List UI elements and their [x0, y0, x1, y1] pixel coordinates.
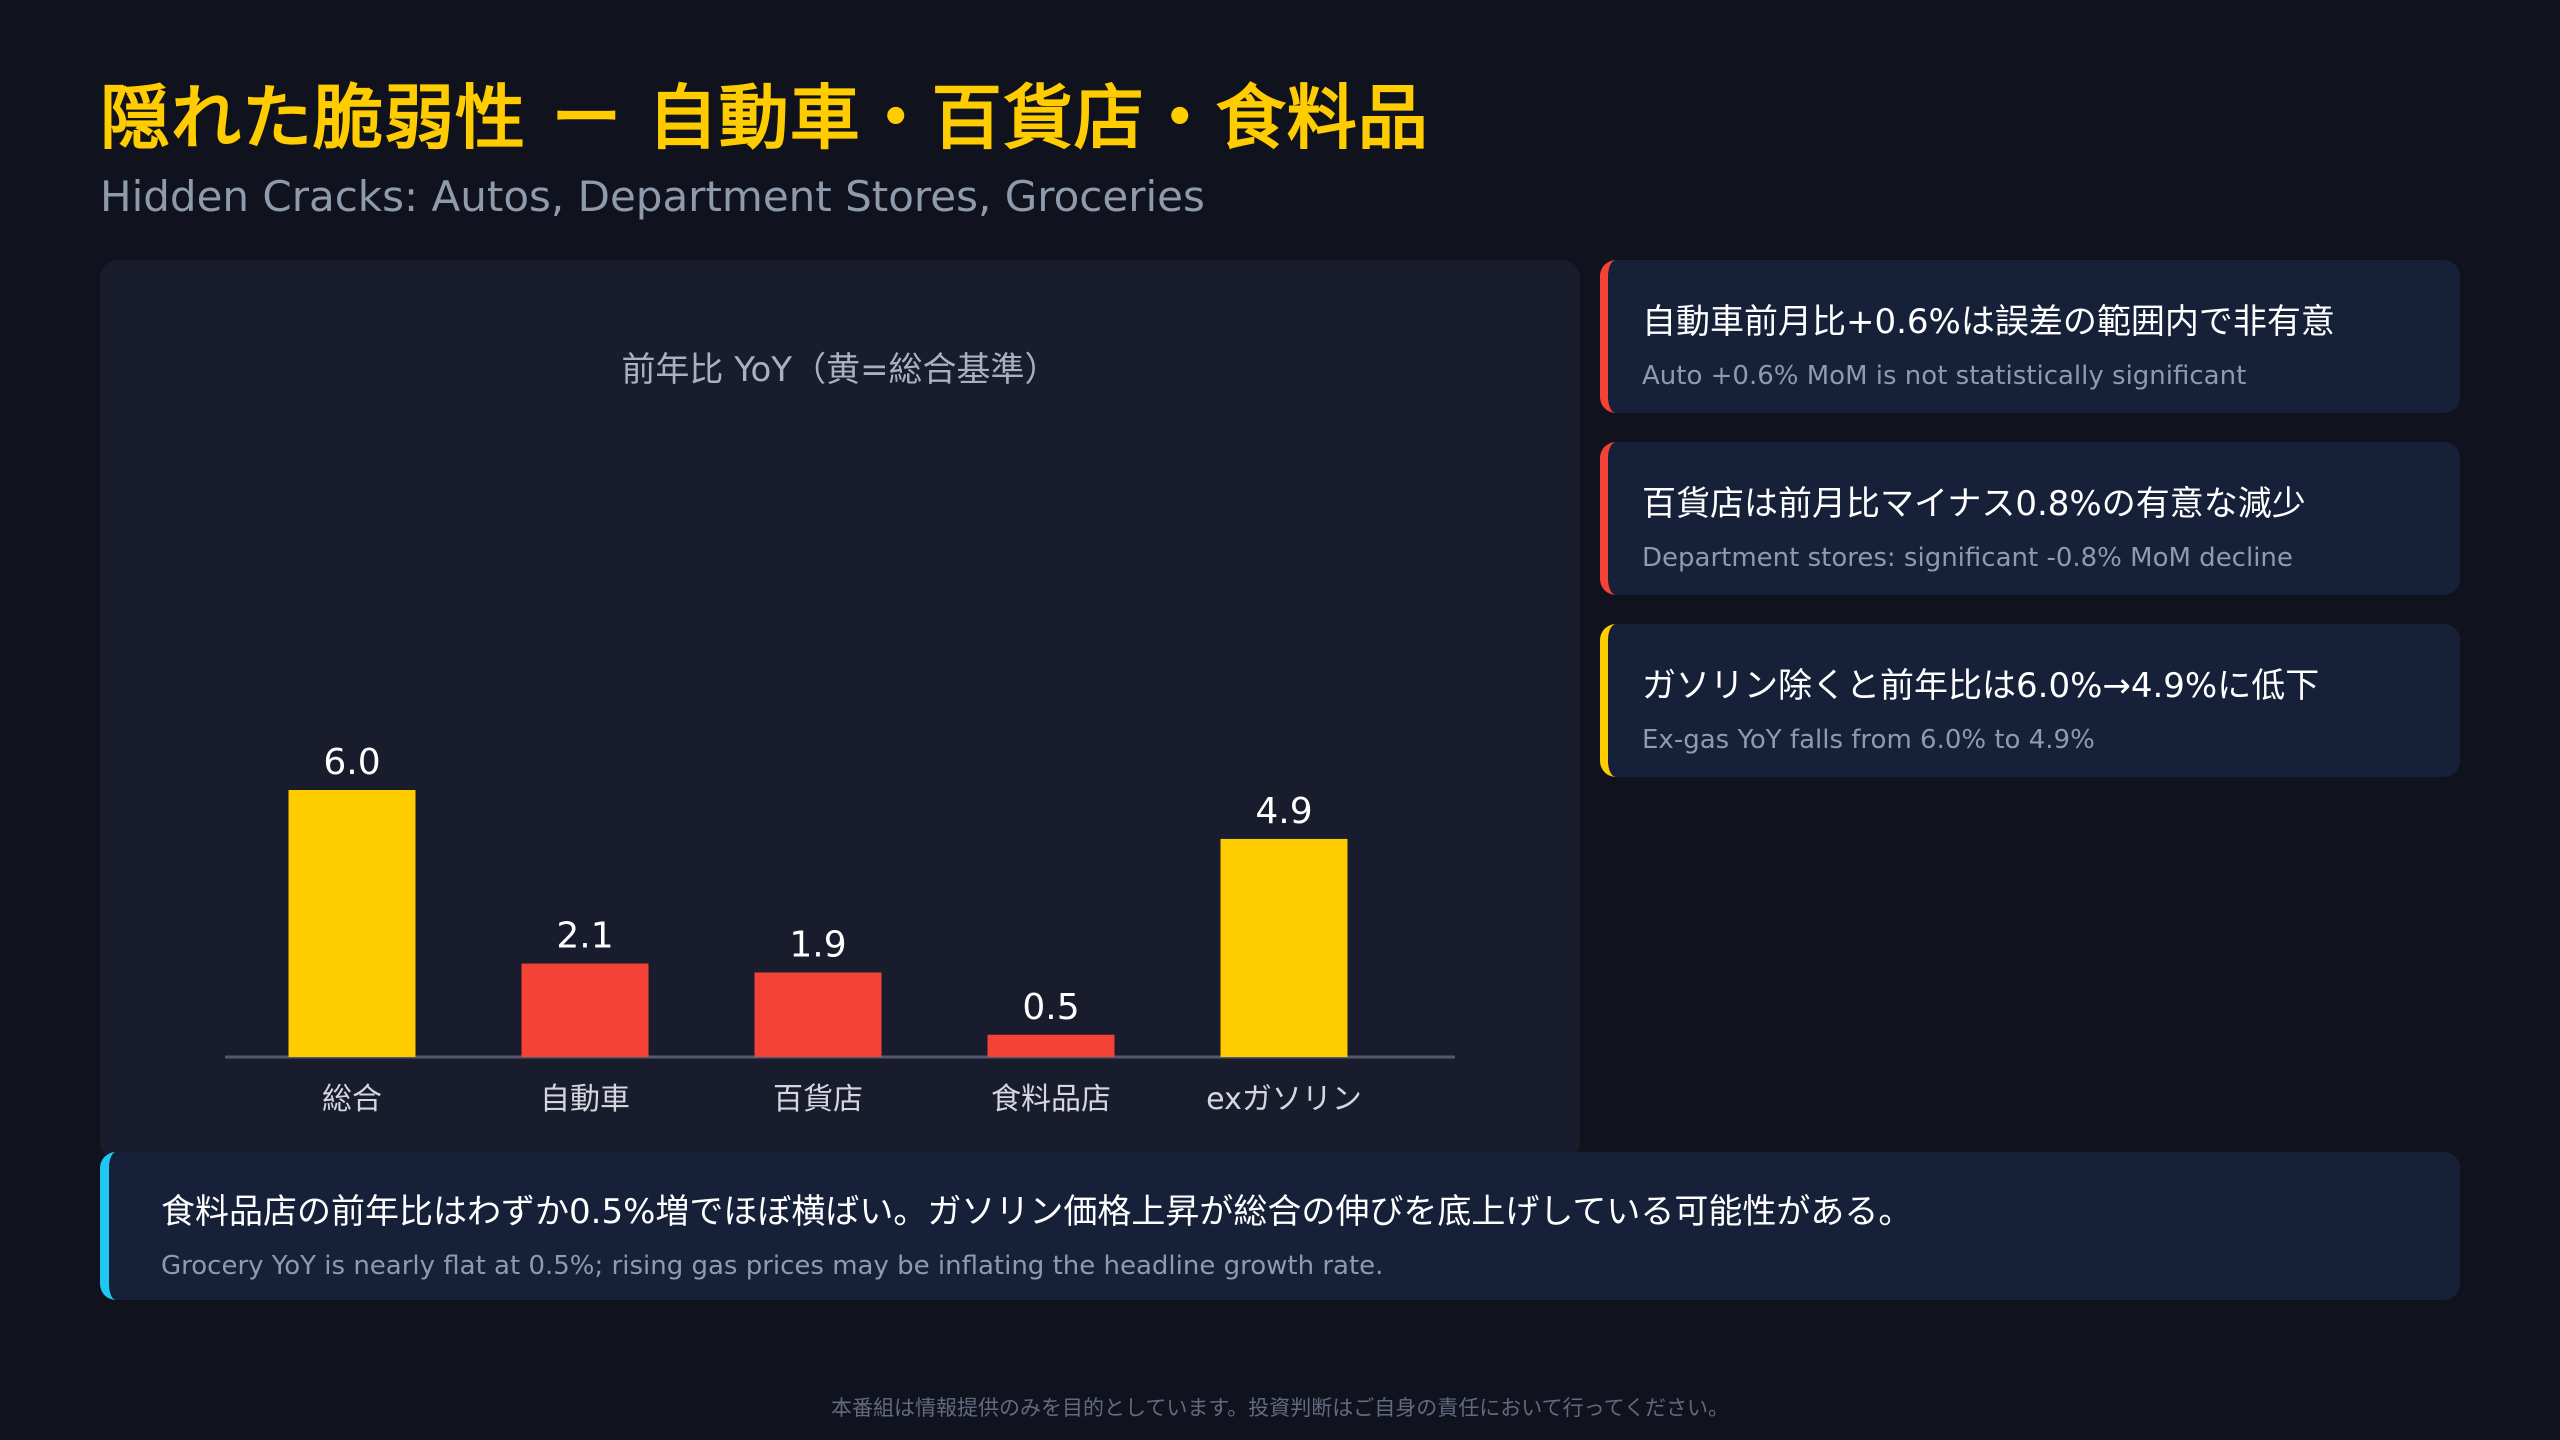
bar-value-label-3: 0.5 — [1022, 987, 1079, 1028]
page-title: 隠れた脆弱性 ー 自動車・百貨店・食料品 — [100, 77, 1429, 159]
callout-ex-gas-jp: ガソリン除くと前年比は6.0%→4.9%に低下 — [1642, 666, 2320, 706]
x-tick-label-4: exガソリン — [1206, 1082, 1362, 1117]
callout-department-stores: 百貨店は前月比マイナス0.8%の有意な減少 Department stores:… — [1600, 442, 2460, 595]
callout-ex-gas: ガソリン除くと前年比は6.0%→4.9%に低下 Ex-gas YoY falls… — [1600, 624, 2460, 777]
x-tick-label-0: 総合 — [322, 1082, 382, 1117]
callout-auto: 自動車前月比+0.6%は誤差の範囲内で非有意 Auto +0.6% MoM is… — [1600, 260, 2460, 413]
callout-department-stores-jp: 百貨店は前月比マイナス0.8%の有意な減少 — [1642, 484, 2306, 524]
chart-title: 前年比 YoY（黄=総合基準） — [621, 350, 1059, 390]
bar-2 — [754, 972, 882, 1057]
bar-value-label-4: 4.9 — [1255, 791, 1312, 832]
bottom-note: 食料品店の前年比はわずか0.5%増でほぼ横ばい。ガソリン価格上昇が総合の伸びを底… — [100, 1152, 2460, 1300]
page-subtitle: Hidden Cracks: Autos, Department Stores,… — [100, 172, 1205, 221]
x-tick-label-2: 百貨店 — [773, 1082, 863, 1117]
callout-ex-gas-en: Ex-gas YoY falls from 6.0% to 4.9% — [1642, 725, 2095, 755]
bar-value-label-0: 6.0 — [323, 742, 380, 783]
bar-value-label-2: 1.9 — [789, 924, 846, 965]
bottom-note-jp: 食料品店の前年比はわずか0.5%増でほぼ横ばい。ガソリン価格上昇が総合の伸びを底… — [161, 1192, 1913, 1232]
disclaimer: 本番組は情報提供のみを目的としています。投資判断はご自身の責任において行ってくだ… — [831, 1396, 1729, 1420]
callout-auto-en: Auto +0.6% MoM is not statistically sign… — [1642, 361, 2247, 391]
callout-auto-jp: 自動車前月比+0.6%は誤差の範囲内で非有意 — [1642, 302, 2335, 342]
callout-department-stores-en: Department stores: significant -0.8% MoM… — [1642, 543, 2293, 573]
bar-0 — [288, 790, 416, 1057]
bar-4 — [1220, 838, 1348, 1057]
bar-1 — [521, 963, 649, 1057]
bar-3 — [987, 1034, 1115, 1057]
bottom-note-en: Grocery YoY is nearly flat at 0.5%; risi… — [161, 1251, 1384, 1281]
bar-chart: 6.0 総合 2.1 自動車 1.9 百貨店 0.5 食料品店 4.9 exガソリン — [225, 742, 1455, 1117]
bar-value-label-1: 2.1 — [556, 916, 613, 957]
x-tick-label-1: 自動車 — [540, 1082, 630, 1117]
chart-panel: 前年比 YoY（黄=総合基準） 6.0 総合 2.1 自動車 1.9 百貨店 0.5 食料品店… — [100, 260, 1580, 1160]
x-tick-label-3: 食料品店 — [991, 1082, 1111, 1117]
